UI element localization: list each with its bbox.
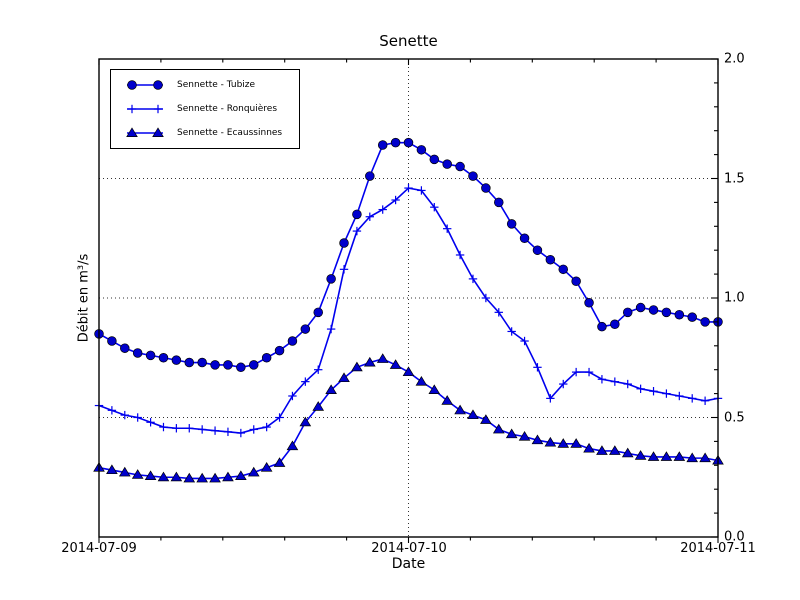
y-tick-label-0: 2.0	[724, 51, 745, 67]
legend-sample-plus-icon	[127, 104, 163, 114]
legend-sample-triangle-icon	[126, 127, 164, 137]
legend-item-1: Sennette - Ronquières	[111, 102, 299, 116]
legend-label-2: Sennette - Ecaussinnes	[177, 128, 283, 138]
legend-label-1: Sennette - Ronquières	[177, 104, 278, 114]
y-tick-label-3: 0.5	[724, 410, 745, 425]
chart-title: Senette	[379, 32, 438, 50]
series-markers-1	[94, 183, 723, 438]
legend-item-2: Sennette - Ecaussinnes	[111, 126, 299, 140]
x-tick-label-1: 2014-07-10	[371, 541, 447, 556]
series-markers-0	[94, 137, 723, 373]
y-tick-label-4: 0.0	[724, 529, 745, 545]
x-tick-label-0: 2014-07-09	[61, 541, 137, 556]
legend-item-0: Sennette - Tubize	[111, 78, 299, 92]
series-markers-2	[93, 353, 724, 483]
x-axis-label: Date	[391, 556, 426, 572]
series-line-2	[98, 358, 719, 480]
x-tick-label-2: 2014-07-11	[680, 541, 756, 556]
legend: Sennette - Tubize Sennette - Ronquières Se…	[110, 69, 300, 149]
legend-label-0: Sennette - Tubize	[177, 80, 256, 90]
series-line-0	[98, 141, 718, 369]
y-tick-label-1: 1.5	[724, 171, 745, 186]
y-axis-label: Débit en m³/s	[76, 253, 92, 343]
legend-sample-circle-icon	[127, 80, 163, 90]
y-tick-label-2: 1.0	[724, 290, 745, 306]
